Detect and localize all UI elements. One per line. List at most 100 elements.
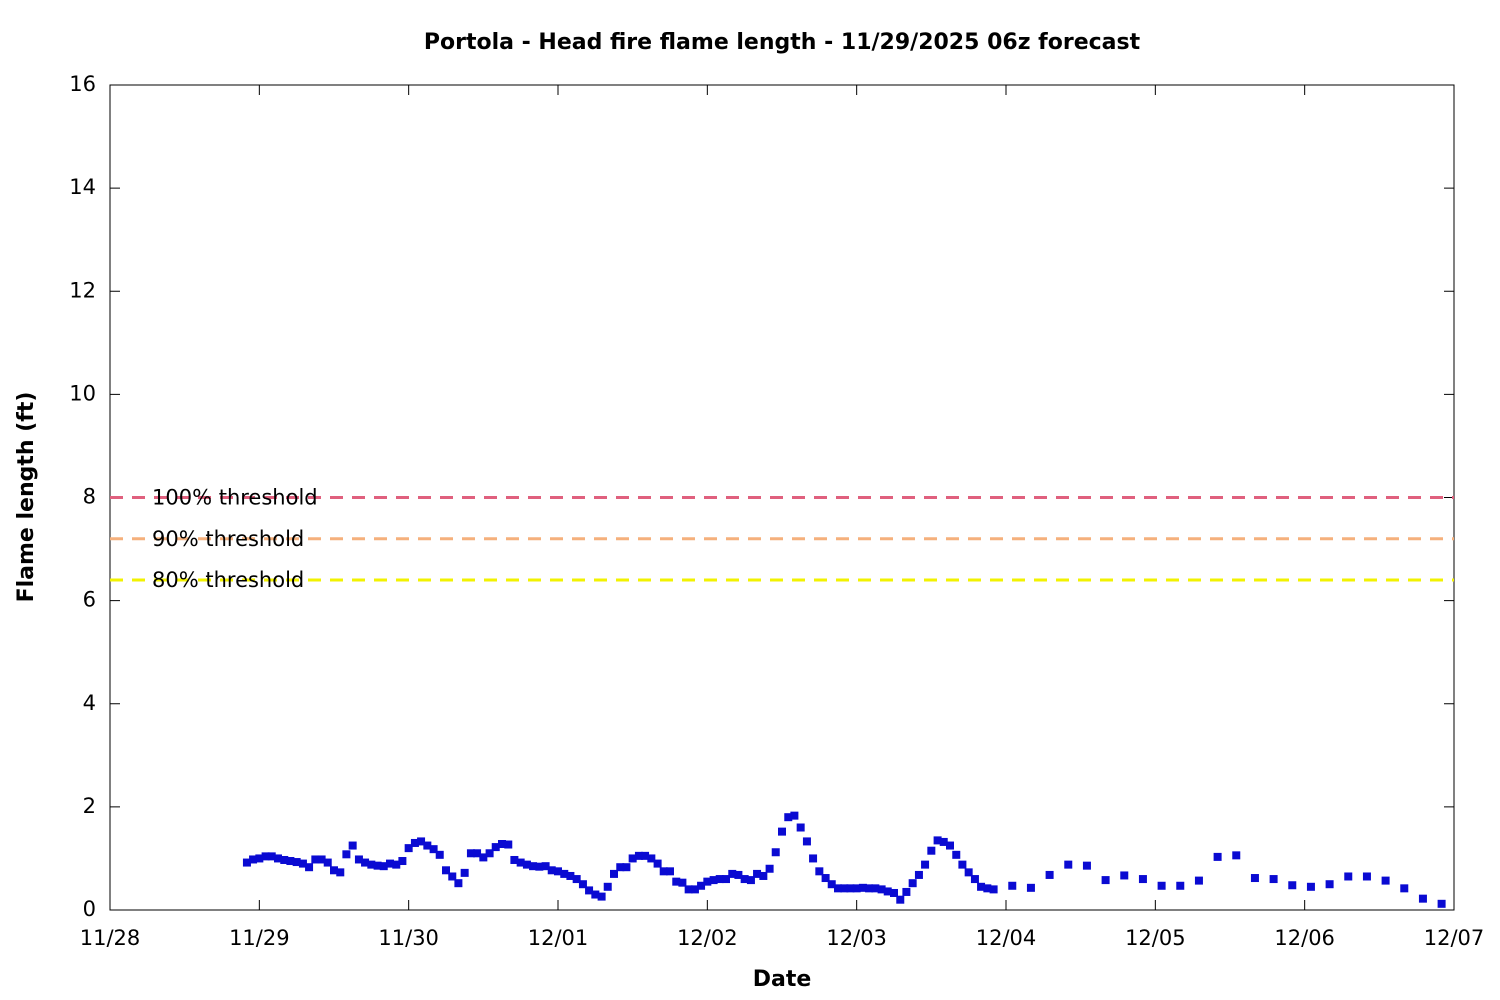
y-tick-label: 6 bbox=[83, 588, 96, 612]
data-point bbox=[491, 843, 500, 852]
data-point bbox=[423, 841, 432, 850]
y-tick-label: 4 bbox=[83, 691, 96, 715]
x-tick-label: 12/02 bbox=[677, 926, 738, 950]
data-point bbox=[510, 855, 519, 864]
data-point bbox=[392, 860, 401, 869]
x-tick-label: 12/05 bbox=[1125, 926, 1186, 950]
data-point bbox=[348, 841, 357, 850]
data-point bbox=[784, 813, 793, 822]
threshold-label: 80% threshold bbox=[152, 568, 304, 592]
data-point bbox=[454, 879, 463, 888]
y-tick-label: 16 bbox=[69, 72, 96, 96]
data-point bbox=[367, 860, 376, 869]
data-point bbox=[952, 850, 961, 859]
data-point bbox=[684, 885, 693, 894]
data-point bbox=[877, 885, 886, 894]
data-point bbox=[323, 858, 332, 867]
data-point bbox=[715, 875, 724, 884]
data-point bbox=[429, 845, 438, 854]
data-point bbox=[1381, 876, 1390, 885]
data-point bbox=[386, 859, 394, 868]
data-point bbox=[535, 862, 544, 871]
data-point bbox=[1437, 899, 1446, 908]
data-point bbox=[603, 882, 612, 891]
data-point bbox=[398, 857, 407, 866]
data-point bbox=[641, 851, 650, 860]
data-point bbox=[373, 861, 382, 870]
data-point bbox=[672, 877, 681, 886]
data-point bbox=[734, 870, 743, 879]
data-point bbox=[554, 867, 562, 876]
data-point bbox=[809, 854, 818, 863]
data-point bbox=[460, 868, 469, 877]
data-point bbox=[703, 877, 712, 886]
data-point bbox=[790, 811, 799, 820]
data-point bbox=[746, 876, 755, 885]
data-point bbox=[659, 867, 668, 876]
data-point bbox=[466, 849, 475, 858]
data-point bbox=[485, 849, 494, 858]
x-tick-label: 12/01 bbox=[528, 926, 589, 950]
data-point bbox=[778, 827, 786, 836]
data-point bbox=[585, 886, 594, 895]
data-point bbox=[504, 840, 513, 849]
x-tick-label: 12/06 bbox=[1274, 926, 1335, 950]
data-point bbox=[946, 841, 954, 850]
data-point bbox=[591, 890, 600, 899]
data-point bbox=[442, 866, 450, 875]
data-point bbox=[771, 848, 780, 857]
chart-title: Portola - Head fire flame length - 11/29… bbox=[424, 30, 1141, 55]
data-point bbox=[354, 855, 363, 864]
data-point bbox=[728, 869, 737, 878]
data-point bbox=[802, 837, 811, 846]
data-point bbox=[305, 863, 314, 872]
data-point bbox=[330, 866, 338, 875]
data-point bbox=[883, 887, 892, 896]
data-point bbox=[977, 882, 986, 891]
data-point bbox=[908, 879, 917, 888]
data-point bbox=[1082, 861, 1091, 870]
x-axis-label: Date bbox=[753, 967, 812, 992]
data-point bbox=[989, 885, 998, 894]
data-point bbox=[709, 876, 718, 885]
data-point bbox=[566, 871, 575, 880]
data-point bbox=[616, 863, 625, 872]
data-point bbox=[1306, 882, 1315, 891]
x-tick-label: 11/28 bbox=[80, 926, 141, 950]
data-point bbox=[958, 860, 967, 869]
data-point bbox=[1269, 875, 1278, 884]
x-tick-label: 11/30 bbox=[378, 926, 439, 950]
threshold-label: 90% threshold bbox=[152, 527, 304, 551]
data-point bbox=[516, 858, 525, 867]
data-point bbox=[666, 867, 674, 876]
data-point bbox=[622, 863, 631, 872]
data-point bbox=[815, 867, 824, 876]
data-point bbox=[983, 884, 992, 893]
data-point bbox=[336, 868, 345, 877]
data-point bbox=[249, 855, 258, 864]
data-point bbox=[1213, 852, 1222, 861]
data-point bbox=[902, 887, 911, 896]
data-point bbox=[765, 864, 774, 873]
data-point bbox=[1101, 876, 1110, 885]
data-point bbox=[317, 855, 326, 864]
data-point bbox=[1138, 875, 1147, 884]
data-point bbox=[292, 858, 301, 867]
data-point bbox=[796, 823, 805, 832]
data-point bbox=[852, 884, 861, 893]
data-point bbox=[404, 844, 413, 853]
y-tick-label: 8 bbox=[83, 485, 96, 509]
data-point bbox=[473, 849, 482, 858]
y-tick-label: 0 bbox=[83, 897, 96, 921]
data-point bbox=[970, 875, 979, 884]
data-point bbox=[448, 872, 457, 881]
data-point bbox=[610, 869, 618, 878]
data-point bbox=[914, 870, 923, 879]
data-point bbox=[1064, 860, 1073, 869]
data-point bbox=[267, 852, 276, 861]
data-point bbox=[690, 885, 699, 894]
data-point bbox=[342, 850, 351, 859]
data-point bbox=[1232, 851, 1241, 860]
y-tick-label: 10 bbox=[69, 381, 96, 405]
